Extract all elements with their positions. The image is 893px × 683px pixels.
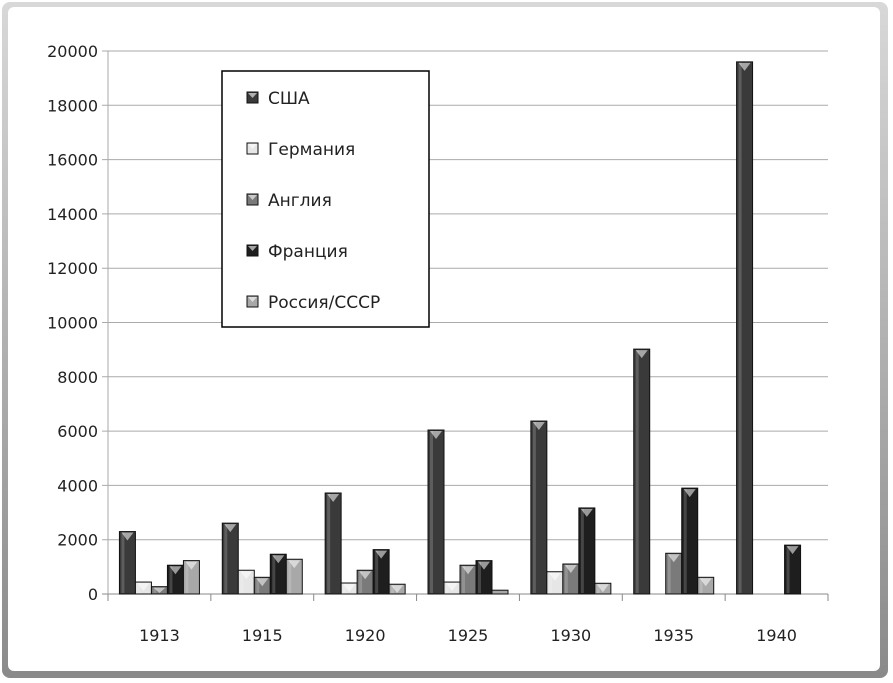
bar-1935-4 (697, 576, 715, 595)
bar-1935-3 (681, 487, 699, 595)
x-tick-label: 1920 (345, 626, 386, 645)
y-tick-label: 4000 (57, 476, 98, 495)
legend: США Германия Англия Франция Россия/СССР (221, 70, 430, 328)
bar-1925-1 (443, 581, 461, 595)
x-tick-label: 1930 (550, 626, 591, 645)
legend-swatch (246, 142, 259, 155)
bar-1940-0 (736, 61, 754, 595)
legend-swatch (246, 244, 259, 257)
x-tick-label: 1940 (756, 626, 797, 645)
bar-1920-2 (356, 569, 374, 595)
y-tick-label: 0 (88, 585, 98, 604)
y-tick-label: 18000 (47, 96, 98, 115)
bar-1913-2 (150, 586, 168, 595)
legend-label: Франция (268, 242, 348, 262)
legend-label: США (268, 89, 310, 109)
legend-swatch (246, 295, 259, 308)
bar-1915-0 (221, 522, 239, 595)
y-tick-label: 14000 (47, 205, 98, 224)
y-tick-label: 16000 (47, 151, 98, 170)
bar-1913-3 (166, 564, 184, 595)
bar-1920-1 (340, 582, 358, 595)
bar-1913-0 (118, 531, 136, 595)
legend-swatch (246, 193, 259, 206)
bar-1913-4 (182, 560, 200, 595)
bar-1920-0 (324, 492, 342, 595)
legend-label: Англия (268, 191, 332, 211)
y-tick-label: 8000 (57, 368, 98, 387)
y-tick-label: 20000 (47, 42, 98, 61)
bar-1915-2 (253, 576, 271, 595)
x-tick-label: 1913 (139, 626, 180, 645)
x-tick-label: 1935 (653, 626, 694, 645)
bar-1935-2 (665, 552, 683, 595)
y-tick-label: 6000 (57, 422, 98, 441)
y-tick-label: 12000 (47, 259, 98, 278)
bar-1935-0 (633, 348, 651, 595)
y-tick-label: 2000 (57, 531, 98, 550)
x-tick-label: 1915 (242, 626, 283, 645)
legend-swatch (246, 91, 259, 104)
bar-1925-2 (459, 564, 477, 595)
bar-1920-3 (372, 549, 390, 595)
bar-1913-1 (134, 581, 152, 595)
legend-item: США (246, 89, 310, 109)
bar-1925-3 (475, 560, 493, 595)
bar-1915-1 (237, 569, 255, 595)
bar-1930-0 (530, 420, 548, 595)
legend-item: Германия (246, 140, 355, 160)
bar-1930-1 (546, 571, 564, 595)
bar-1930-4 (594, 582, 612, 595)
bar-1925-4 (491, 589, 509, 595)
bar-1940-3 (784, 544, 802, 595)
legend-label: Германия (268, 140, 355, 160)
bar-1930-2 (562, 563, 580, 595)
legend-item: Англия (246, 191, 332, 211)
bar-1930-3 (578, 507, 596, 595)
legend-item: Россия/СССР (246, 293, 380, 313)
legend-label: Россия/СССР (268, 293, 380, 313)
y-tick-label: 10000 (47, 314, 98, 333)
bar-1915-3 (269, 553, 287, 595)
x-tick-label: 1925 (448, 626, 489, 645)
bar-1915-4 (285, 558, 303, 595)
bar-1920-4 (388, 583, 406, 595)
bar-1925-0 (427, 429, 445, 595)
legend-item: Франция (246, 242, 348, 262)
